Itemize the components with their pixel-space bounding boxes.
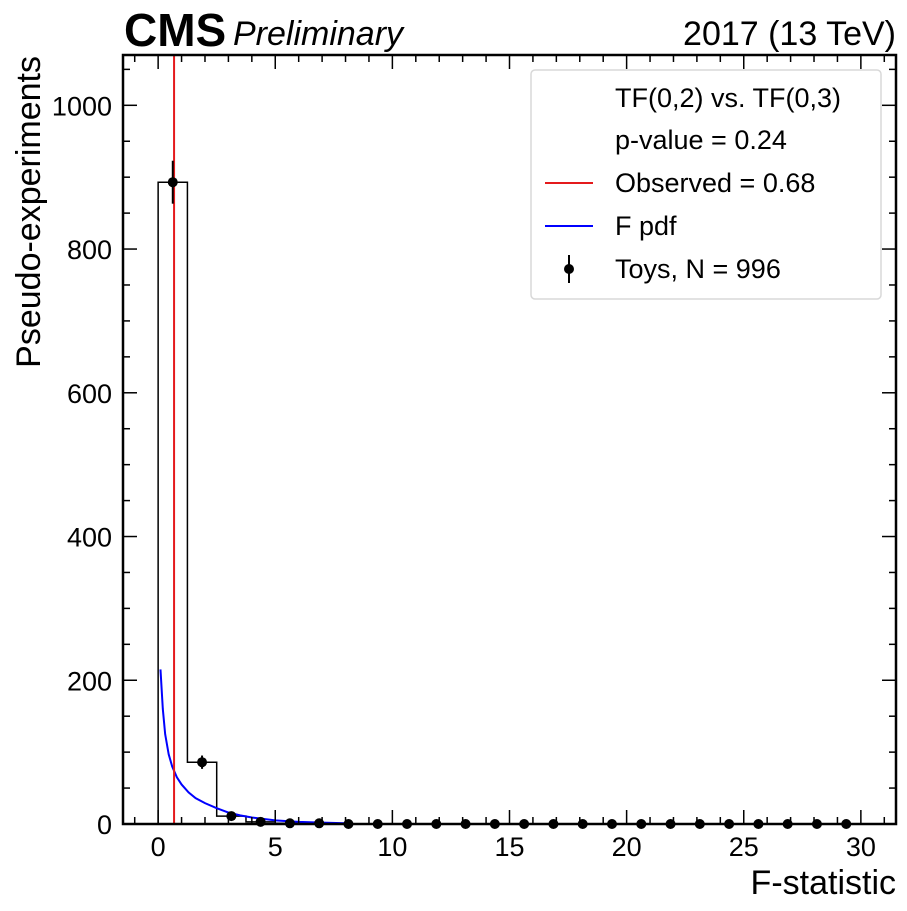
y-tick-label: 400 (67, 523, 112, 553)
x-tick-label: 15 (494, 832, 524, 862)
y-tick-label: 0 (97, 810, 112, 840)
preliminary-label: Preliminary (233, 15, 405, 53)
legend-label-pdf: F pdf (615, 211, 677, 241)
x-axis-title: F-statistic (751, 864, 896, 902)
cms-label: CMS (124, 4, 226, 56)
x-tick-label: 0 (151, 832, 166, 862)
y-tick-labels: 0 200 400 600 800 1000 (52, 91, 112, 840)
legend-label-observed: Observed = 0.68 (615, 168, 815, 198)
toy-point (197, 757, 208, 768)
x-tick-label: 20 (612, 832, 642, 862)
y-axis-title: Pseudo-experiments (10, 56, 48, 368)
toy-point (167, 177, 178, 188)
y-tick-label: 600 (67, 379, 112, 409)
x-tick-labels: 0 5 10 15 20 25 30 (151, 832, 876, 862)
toy-point (255, 816, 266, 827)
f-pdf-curve (159, 669, 346, 825)
x-tick-label: 30 (846, 832, 876, 862)
legend-toys-swatch (564, 255, 574, 283)
x-tick-label: 10 (377, 832, 407, 862)
x-tick-label: 25 (729, 832, 759, 862)
ticks-layer (123, 55, 896, 825)
legend-label-toys: Toys, N = 996 (615, 254, 781, 284)
y-tick-label: 800 (67, 235, 112, 265)
legend-label-comparison: TF(0,2) vs. TF(0,3) (615, 83, 841, 113)
y-tick-label: 200 (67, 666, 112, 696)
legend-label-pvalue: p-value = 0.24 (615, 125, 787, 155)
y-tick-label: 1000 (52, 91, 112, 121)
legend: TF(0,2) vs. TF(0,3) p-value = 0.24 Obser… (530, 69, 882, 300)
x-tick-label: 5 (268, 832, 283, 862)
pdf-layer (159, 669, 346, 825)
legend-box (530, 69, 882, 300)
lumi-label: 2017 (13 TeV) (683, 15, 896, 53)
